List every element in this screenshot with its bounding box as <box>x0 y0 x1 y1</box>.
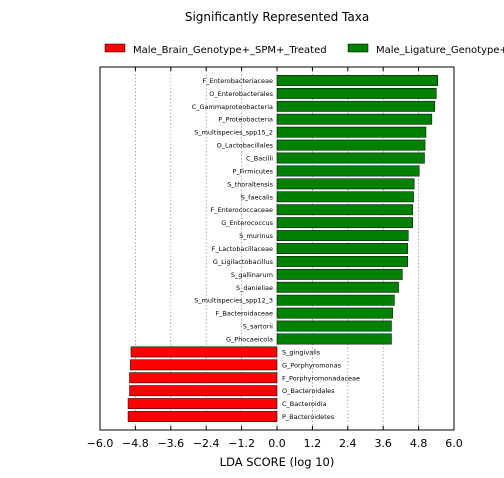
bar <box>276 165 420 177</box>
bar-label: S_murinus <box>239 232 274 240</box>
bar-label: S_danieliae <box>236 284 273 292</box>
bar-label: S_multispecies_spp12_3 <box>194 297 273 305</box>
bar <box>127 398 278 410</box>
bar <box>276 256 408 267</box>
x-axis: −6.0 −4.8 −3.6 −2.4 −1.2 0.0 1.2 2.4 3.6 4.8 6.0 <box>87 66 463 450</box>
bar-label: S_faecalis <box>241 193 274 201</box>
bar <box>276 333 392 345</box>
bar <box>129 372 278 384</box>
x-tick-label: 0.0 <box>268 437 286 450</box>
bar-label: O_Lactobacillales <box>217 142 274 150</box>
bar <box>276 191 414 203</box>
bar-label: S_gallinarum <box>231 271 273 279</box>
bar-label: F_Lactobacillaceae <box>212 245 273 253</box>
legend-swatch-ligature <box>347 43 369 53</box>
legend: Male_Brain_Genotype+_SPM+_Treated Male_L… <box>104 43 504 56</box>
x-tick-label: −3.6 <box>157 437 184 450</box>
bar <box>130 359 278 371</box>
bar-label: P_Firmicutes <box>232 167 273 175</box>
x-tick-label: 2.4 <box>339 437 357 450</box>
bar-label: S_gingivalis <box>282 348 321 356</box>
bar-label: G_Ligilactobacillus <box>213 258 274 266</box>
bar-label: S_multispecies_spp15_2 <box>194 129 273 137</box>
bar-label: C_Bacteroidia <box>282 400 327 408</box>
bar-label: C_Gammaproteobacteria <box>192 103 273 111</box>
x-tick-label: −1.2 <box>228 437 255 450</box>
bar <box>276 178 415 190</box>
bar-label: C_Bacilli <box>246 155 273 163</box>
bar-label: G_Enterococcus <box>221 219 273 227</box>
bar-labels: F_Enterobacteriaceae O_Enterobacterales C_… <box>192 77 360 421</box>
bar <box>276 126 427 138</box>
x-tick-label: 1.2 <box>304 437 322 450</box>
bar <box>276 243 408 254</box>
bar <box>127 411 278 422</box>
bar <box>276 75 439 86</box>
bar-label: G_Phocaeicola <box>226 335 273 343</box>
bar <box>276 294 395 306</box>
legend-label-ligature: Male_Ligature_Genotype+ <box>376 45 504 56</box>
bar <box>276 268 403 280</box>
bar <box>276 281 399 293</box>
x-tick-label: 3.6 <box>374 437 392 450</box>
bar-label: G_Porphyromonas <box>282 361 342 369</box>
x-tick-label: −4.8 <box>122 437 149 450</box>
bar <box>276 152 425 164</box>
bar-label: P_Proteobacteria <box>218 116 273 124</box>
bar <box>276 113 433 125</box>
bar-label: F_Bacteroidaceae <box>215 310 273 318</box>
x-tick-label: −6.0 <box>87 437 114 450</box>
bar-label: F_Enterobacteriaceae <box>202 77 273 85</box>
x-axis-label: LDA SCORE (log 10) <box>220 455 335 469</box>
bar <box>276 230 409 241</box>
bar <box>276 320 392 332</box>
legend-swatch-brain <box>104 43 126 53</box>
bar <box>276 204 413 216</box>
bar <box>276 307 393 319</box>
legend-label-brain: Male_Brain_Genotype+_SPM+_Treated <box>133 45 327 56</box>
bar <box>276 139 426 151</box>
bars <box>127 75 439 422</box>
bar-label: F_Porphyromonadaceae <box>282 374 360 382</box>
chart-title: Significantly Represented Taxa <box>185 10 369 24</box>
bar-label: P_Bacteroidetes <box>282 413 335 421</box>
bar-label: S_thoraltensis <box>227 180 273 188</box>
bar-label: S_sartorii <box>243 323 273 331</box>
bar-label: F_Enterococcaceae <box>210 206 273 214</box>
x-tick-label: 6.0 <box>445 437 463 450</box>
bar-label: O_Bacteroidales <box>282 387 335 395</box>
bar <box>276 217 413 229</box>
x-tick-label: −2.4 <box>193 437 220 450</box>
bar <box>129 385 278 397</box>
bar <box>130 346 278 358</box>
bar-label: O_Enterobacterales <box>209 90 273 98</box>
x-tick-label: 4.8 <box>410 437 428 450</box>
bar <box>276 100 436 112</box>
bar <box>276 87 437 99</box>
